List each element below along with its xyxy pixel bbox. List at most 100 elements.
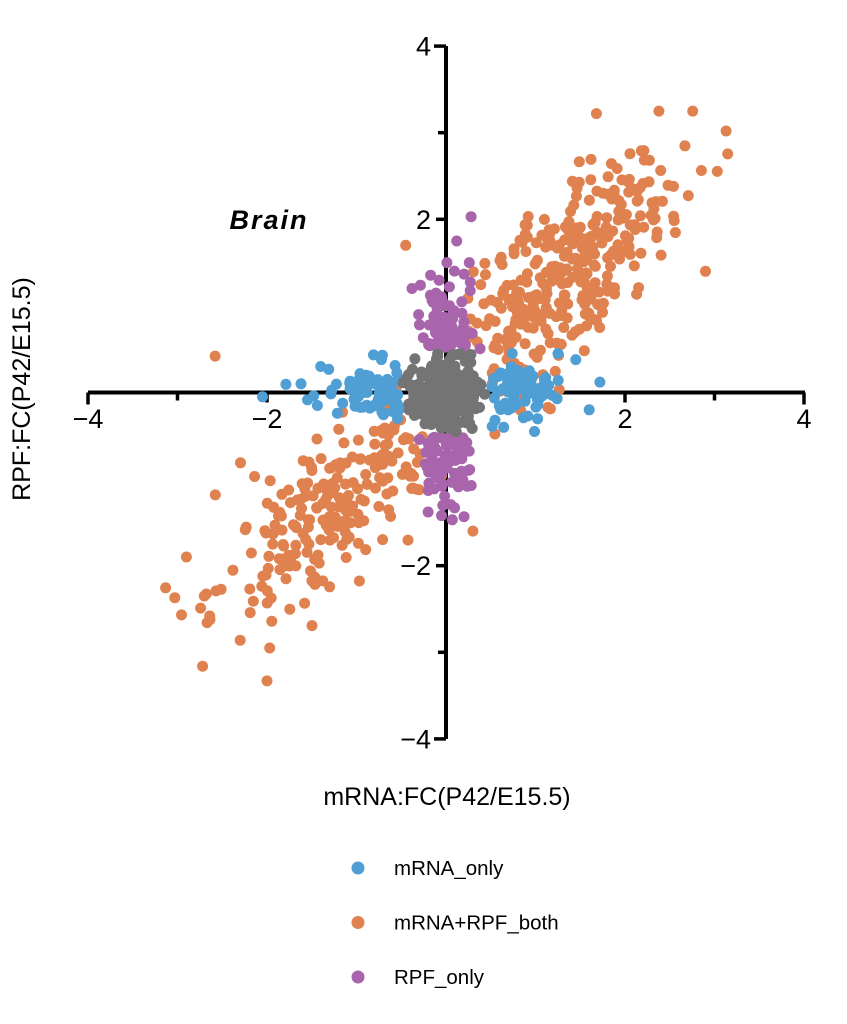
data-point — [352, 537, 364, 549]
data-point — [340, 515, 351, 527]
data-point — [558, 322, 570, 333]
data-point — [180, 551, 192, 563]
data-point — [249, 471, 261, 482]
data-point — [576, 294, 588, 306]
data-point — [406, 283, 418, 294]
data-point — [655, 165, 667, 176]
data-point — [283, 549, 295, 561]
data-point — [687, 105, 699, 117]
data-point — [337, 397, 349, 409]
data-point — [284, 560, 296, 572]
data-point — [594, 322, 606, 333]
data-point — [338, 437, 350, 449]
data-point — [308, 576, 319, 588]
data-point — [261, 497, 273, 509]
data-point — [452, 481, 464, 493]
data-point — [462, 391, 474, 403]
data-point — [400, 432, 412, 444]
data-point — [605, 158, 617, 170]
data-point — [433, 300, 445, 312]
data-point — [361, 478, 373, 490]
data-point — [655, 249, 667, 261]
data-point — [403, 398, 415, 410]
data-point — [522, 321, 534, 333]
data-point — [259, 525, 271, 537]
data-point — [459, 355, 471, 367]
data-point — [570, 190, 582, 202]
data-point — [464, 276, 476, 288]
data-point — [377, 458, 389, 470]
data-point — [284, 497, 296, 509]
data-point — [505, 361, 517, 373]
series-RPF_only — [406, 211, 486, 526]
data-point — [407, 387, 419, 399]
data-point — [324, 462, 336, 474]
data-point — [519, 338, 531, 350]
data-point — [631, 288, 643, 300]
data-point — [465, 480, 477, 491]
x-axis-label: mRNA:FC(P42/E15.5) — [323, 783, 570, 811]
data-point — [382, 472, 394, 484]
data-point — [344, 383, 356, 395]
data-point — [324, 534, 336, 546]
data-point — [601, 212, 613, 224]
legend-swatch-mRNA+RPF_both — [351, 916, 365, 929]
data-point — [438, 378, 450, 390]
data-point — [437, 336, 449, 348]
data-point — [637, 178, 649, 189]
data-point — [444, 434, 456, 446]
data-point — [567, 271, 579, 283]
data-point — [392, 389, 404, 401]
data-point — [486, 420, 498, 432]
data-point — [648, 214, 659, 226]
data-point — [436, 510, 447, 522]
data-point — [589, 260, 601, 272]
data-point — [264, 475, 276, 487]
data-point — [353, 575, 365, 587]
data-point — [413, 434, 425, 445]
data-point — [263, 550, 275, 562]
data-point — [553, 239, 565, 251]
data-point — [382, 438, 394, 450]
data-point — [288, 519, 299, 531]
data-point — [197, 660, 209, 672]
data-point — [421, 461, 433, 473]
data-point — [528, 348, 540, 360]
data-point — [520, 246, 532, 257]
data-point — [256, 580, 268, 592]
data-point — [346, 451, 358, 463]
data-point — [517, 412, 529, 424]
series-gray_center — [397, 348, 491, 438]
data-point — [380, 383, 392, 395]
data-point — [309, 553, 321, 565]
data-point — [377, 534, 389, 546]
data-point — [492, 332, 504, 344]
data-point — [392, 447, 404, 459]
data-point — [700, 265, 711, 277]
data-point — [432, 348, 444, 360]
data-point — [386, 406, 398, 417]
data-point — [369, 438, 381, 450]
data-point — [519, 395, 531, 407]
data-point — [488, 342, 500, 354]
data-point — [464, 373, 476, 384]
data-point — [619, 230, 631, 242]
data-point — [301, 546, 313, 558]
data-point — [381, 393, 392, 405]
data-point — [209, 350, 221, 362]
data-point — [602, 252, 614, 264]
data-point — [679, 140, 691, 152]
data-point — [347, 477, 359, 489]
data-point — [549, 365, 561, 377]
data-point — [284, 603, 296, 615]
data-point — [634, 210, 646, 222]
data-point — [244, 583, 256, 595]
data-point — [327, 477, 339, 489]
data-point — [245, 547, 257, 559]
data-point — [303, 538, 315, 550]
data-point — [538, 213, 550, 225]
data-point — [682, 190, 694, 202]
data-point — [437, 499, 449, 511]
data-point — [414, 279, 426, 291]
data-point — [507, 301, 519, 313]
